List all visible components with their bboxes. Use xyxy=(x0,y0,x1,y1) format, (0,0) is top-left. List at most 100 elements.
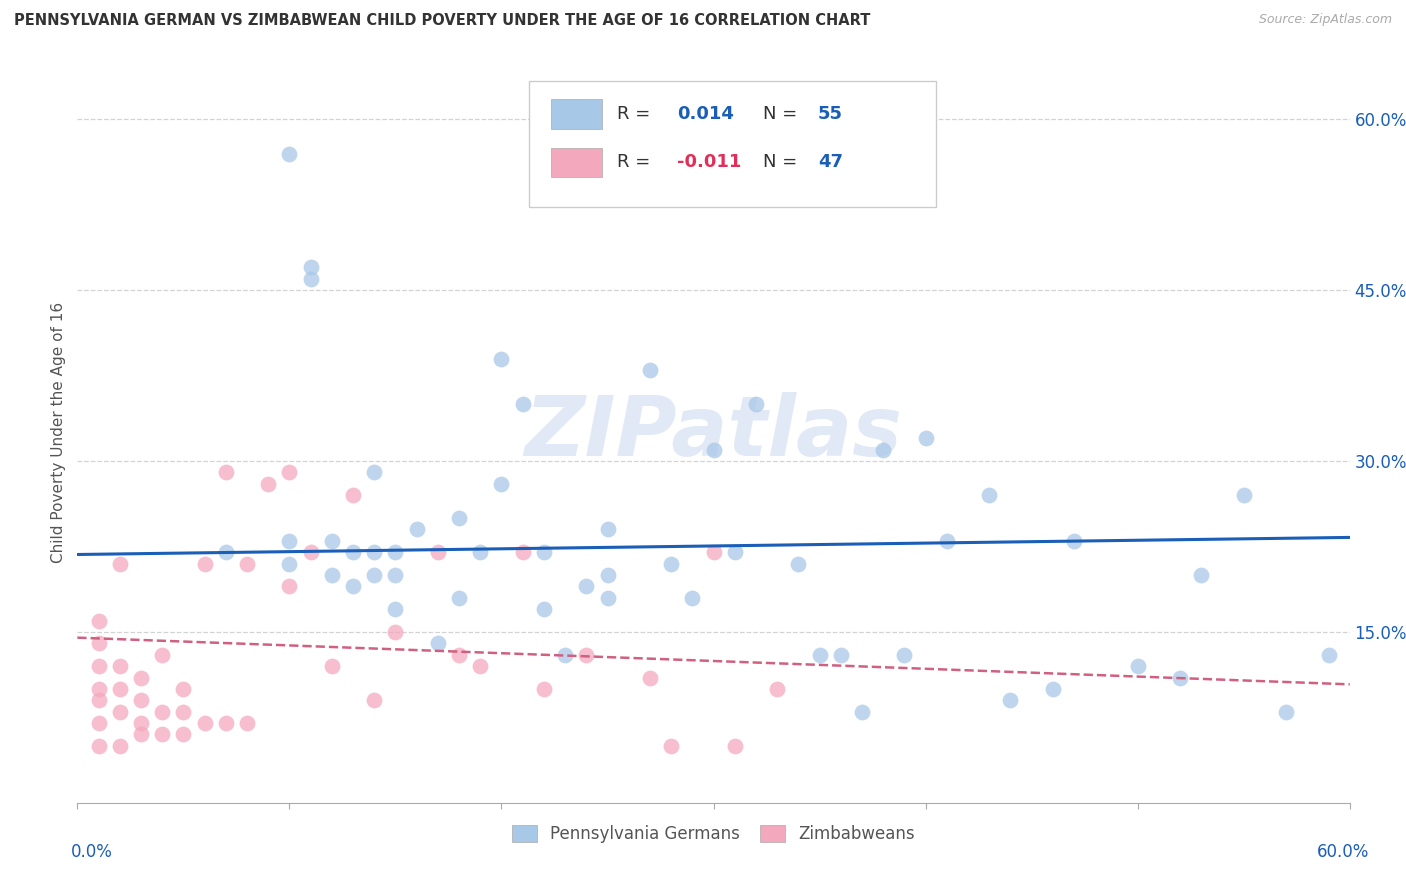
Text: -0.011: -0.011 xyxy=(676,153,741,171)
Point xyxy=(426,636,449,650)
Text: R =: R = xyxy=(617,105,655,123)
Point xyxy=(851,705,873,719)
Point xyxy=(787,557,810,571)
Point xyxy=(321,568,343,582)
Point xyxy=(342,488,364,502)
Point xyxy=(215,716,238,731)
Point xyxy=(384,624,406,639)
Point xyxy=(129,671,152,685)
Point xyxy=(87,659,110,673)
Point xyxy=(108,659,131,673)
Point xyxy=(426,545,449,559)
Point xyxy=(659,739,682,753)
Point xyxy=(830,648,852,662)
Point xyxy=(1000,693,1022,707)
Point xyxy=(1126,659,1149,673)
Text: 0.0%: 0.0% xyxy=(70,843,112,861)
Point xyxy=(172,705,194,719)
Point xyxy=(108,557,131,571)
Text: ZIPatlas: ZIPatlas xyxy=(524,392,903,473)
Point xyxy=(470,659,492,673)
Point xyxy=(447,648,470,662)
Point xyxy=(659,557,682,571)
Point xyxy=(1233,488,1256,502)
Point xyxy=(872,442,894,457)
Point xyxy=(321,533,343,548)
Point xyxy=(575,648,598,662)
Y-axis label: Child Poverty Under the Age of 16: Child Poverty Under the Age of 16 xyxy=(51,302,66,563)
Point xyxy=(491,476,513,491)
FancyBboxPatch shape xyxy=(529,81,936,207)
Point xyxy=(129,716,152,731)
Point xyxy=(299,260,322,275)
Point xyxy=(554,648,576,662)
Point xyxy=(1168,671,1191,685)
Point xyxy=(533,681,555,696)
Point xyxy=(87,681,110,696)
Point xyxy=(405,523,427,537)
Point xyxy=(914,431,936,445)
Point xyxy=(447,591,470,605)
Point xyxy=(681,591,703,605)
Point xyxy=(342,545,364,559)
Point xyxy=(278,557,301,571)
Point xyxy=(150,705,173,719)
Point xyxy=(638,363,661,377)
Point xyxy=(491,351,513,366)
Point xyxy=(363,545,385,559)
Point xyxy=(87,693,110,707)
Point xyxy=(384,568,406,582)
Point xyxy=(215,466,238,480)
Point xyxy=(447,511,470,525)
Point xyxy=(533,545,555,559)
Point xyxy=(257,476,280,491)
Point xyxy=(236,716,259,731)
Point xyxy=(703,442,725,457)
Text: 60.0%: 60.0% xyxy=(1316,843,1369,861)
Legend: Pennsylvania Germans, Zimbabweans: Pennsylvania Germans, Zimbabweans xyxy=(505,819,922,850)
Point xyxy=(150,648,173,662)
Point xyxy=(893,648,915,662)
Point xyxy=(108,739,131,753)
Point xyxy=(215,545,238,559)
Point xyxy=(193,716,217,731)
Point xyxy=(533,602,555,616)
Point xyxy=(470,545,492,559)
Point xyxy=(321,659,343,673)
Point xyxy=(512,397,534,411)
Point xyxy=(278,146,301,161)
Point xyxy=(278,579,301,593)
Point xyxy=(703,545,725,559)
Point xyxy=(384,545,406,559)
Point xyxy=(172,681,194,696)
Point xyxy=(596,523,619,537)
Point xyxy=(363,568,385,582)
Point xyxy=(108,705,131,719)
Point xyxy=(278,533,301,548)
Point xyxy=(299,272,322,286)
Point xyxy=(745,397,768,411)
Point xyxy=(108,681,131,696)
Point xyxy=(87,614,110,628)
Point xyxy=(724,739,747,753)
Text: R =: R = xyxy=(617,153,655,171)
Point xyxy=(87,739,110,753)
Text: 55: 55 xyxy=(818,105,842,123)
Point xyxy=(596,568,619,582)
Text: Source: ZipAtlas.com: Source: ZipAtlas.com xyxy=(1258,13,1392,27)
Point xyxy=(724,545,747,559)
Point xyxy=(1275,705,1298,719)
Text: 0.014: 0.014 xyxy=(676,105,734,123)
Point xyxy=(278,466,301,480)
Point xyxy=(87,636,110,650)
Point xyxy=(638,671,661,685)
Point xyxy=(1189,568,1212,582)
Point xyxy=(236,557,259,571)
Point xyxy=(363,693,385,707)
FancyBboxPatch shape xyxy=(551,147,602,178)
Point xyxy=(299,545,322,559)
Point xyxy=(1063,533,1085,548)
Text: N =: N = xyxy=(763,105,797,123)
Point xyxy=(512,545,534,559)
Point xyxy=(1042,681,1064,696)
